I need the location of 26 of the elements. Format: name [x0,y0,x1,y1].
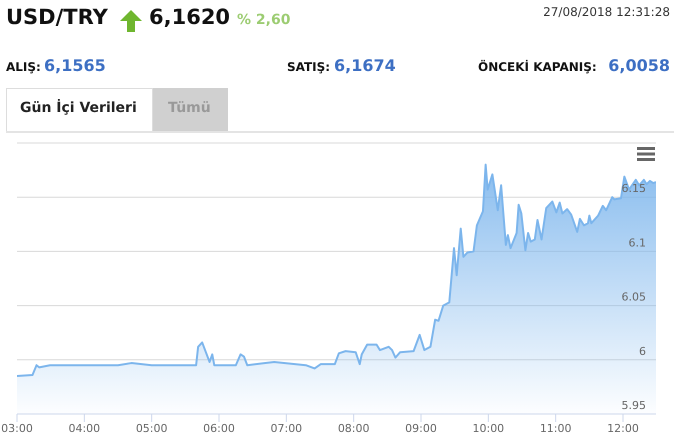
x-tick-label: 03:00 [1,422,33,435]
x-tick-label: 11:00 [540,422,572,435]
text: SATIŞ: [287,60,330,74]
text: 27/08/2018 12:31:28 [543,5,670,19]
x-tick-label: 07:00 [270,422,302,435]
x-tick-label: 08:00 [338,422,370,435]
x-tick-label: 12:00 [607,422,639,435]
text: Gün İçi Verileri [20,100,137,116]
y-tick-label: 6 [639,344,646,358]
text: % 2,60 [237,12,290,28]
y-tick-label: 5.95 [622,399,646,412]
text: ALIŞ: [6,60,41,74]
chart-title: USD/TRY [6,5,108,29]
x-tick-label: 09:00 [405,422,437,435]
text: 6,1674 [334,56,396,75]
y-tick-label: 6.15 [622,182,646,196]
text: ÖNCEKİ KAPANIŞ: [478,60,597,74]
x-tick-label: 10:00 [472,422,504,435]
x-tick-label: 04:00 [68,422,100,435]
y-tick-label: 6.1 [628,236,646,250]
text: 6,1620 [149,5,230,29]
x-tick-label: 05:00 [136,422,168,435]
text: 6,1565 [44,56,106,75]
x-tick-label: 06:00 [203,422,235,435]
text: 6,0058 [608,56,670,75]
y-tick-label: 6.05 [622,290,646,304]
